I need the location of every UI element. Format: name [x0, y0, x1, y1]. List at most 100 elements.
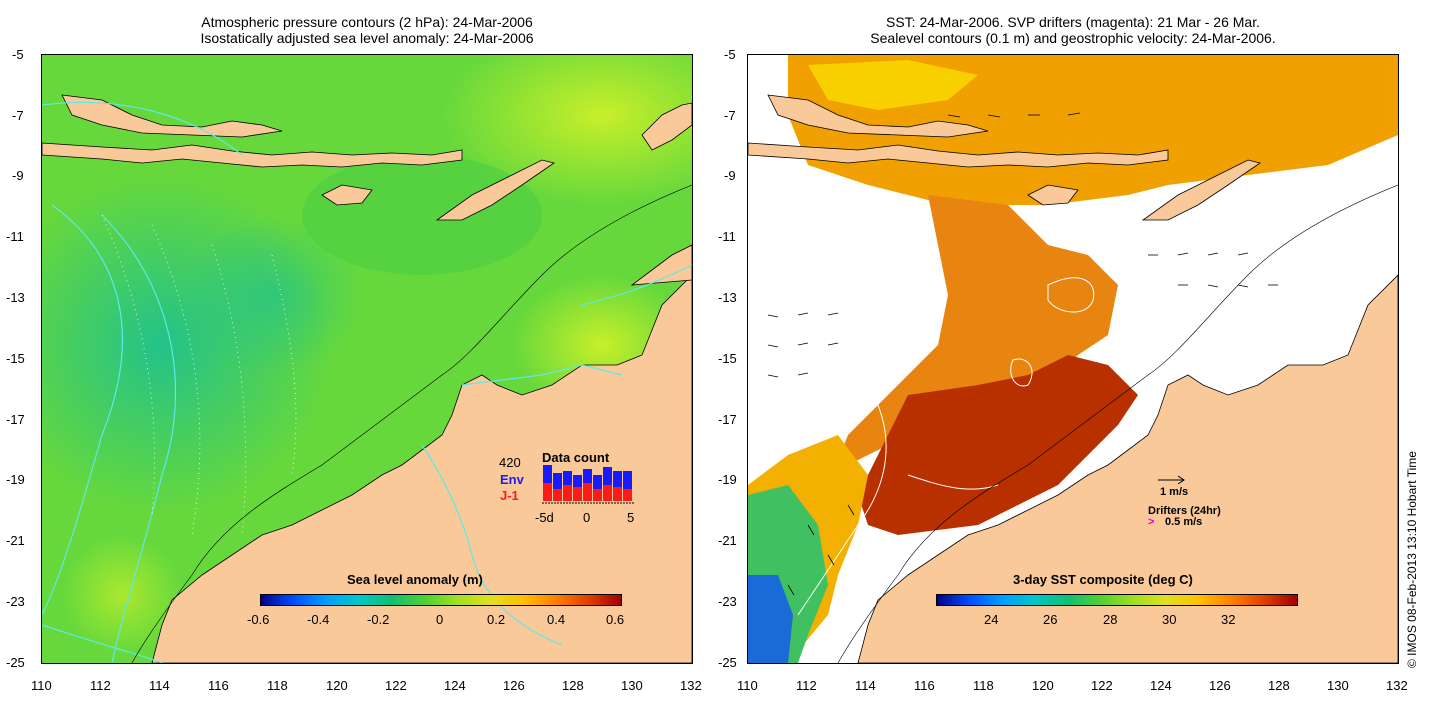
pressure-contours	[42, 101, 692, 663]
right-x-tick: 124	[1150, 678, 1172, 693]
left-map-frame	[41, 54, 693, 664]
left-cb-tick: -0.4	[307, 612, 330, 627]
right-cb-tick: 26	[1043, 612, 1058, 627]
left-map: Data count 420 Env J-1	[42, 55, 692, 663]
timor-island-right	[1141, 159, 1261, 221]
left-map-svg	[42, 55, 692, 663]
sumba-island-right	[1027, 184, 1079, 206]
right-cb-tick: 30	[1162, 612, 1177, 627]
right-x-tick: 120	[1032, 678, 1054, 693]
right-map-frame	[747, 54, 1399, 664]
lesser-sunda-chain-right	[748, 142, 1169, 168]
right-colorbar	[936, 594, 1298, 606]
left-cb-tick: 0.2	[487, 612, 506, 627]
right-x-tick: 128	[1268, 678, 1290, 693]
data-count-title: Data count	[542, 450, 610, 465]
left-cb-tick: -0.2	[367, 612, 390, 627]
right-x-tick: 118	[973, 678, 994, 693]
copyright-text: © IMOS 08-Feb-2013 13:10 Hobart Time	[1405, 451, 1419, 668]
right-x-tick: 112	[796, 678, 817, 693]
left-y-tick: -23	[6, 594, 25, 609]
lesser-sunda-chain	[42, 142, 463, 168]
right-x-tick: 126	[1209, 678, 1231, 693]
right-y-tick: -23	[718, 594, 737, 609]
australia-land-right	[857, 274, 1398, 663]
left-x-tick: 112	[90, 678, 111, 693]
right-title: SST: 24-Mar-2006. SVP drifters (magenta)…	[748, 14, 1398, 46]
left-y-tick: -9	[12, 168, 24, 183]
right-y-tick: -25	[718, 655, 737, 670]
sealevel-contours	[797, 277, 1095, 616]
drifters-marker: >	[1148, 516, 1155, 528]
data-count-bars	[542, 465, 634, 504]
drifters-scale: 0.5 m/s	[1165, 516, 1203, 528]
anomaly-blob-low-mid	[182, 215, 362, 375]
left-x-tick: 110	[31, 678, 52, 693]
right-map: 1 m/s Drifters (24hr) > 0.5 m/s 3-day SS…	[748, 55, 1398, 663]
right-y-tick: -5	[724, 47, 736, 62]
left-cb-tick: 0.4	[547, 612, 566, 627]
data-count-inset: Data count 420 Env J-1	[497, 450, 647, 540]
velocity-scale-arrow	[1158, 475, 1185, 485]
left-y-tick: -15	[6, 351, 25, 366]
left-y-tick: -21	[6, 533, 25, 548]
inset-tick-zero: 0	[583, 510, 591, 525]
right-cb-tick: 28	[1103, 612, 1118, 627]
left-x-tick: 128	[562, 678, 584, 693]
anomaly-blob-high-sw	[62, 535, 182, 655]
right-x-tick: 110	[737, 678, 758, 693]
right-map-svg	[748, 55, 1398, 663]
right-y-tick: -7	[724, 108, 736, 123]
left-title-line1: Atmospheric pressure contours (2 hPa): 2…	[201, 14, 533, 30]
velocity-arrows	[767, 112, 1278, 596]
left-x-tick: 132	[680, 678, 702, 693]
right-x-tick: 130	[1327, 678, 1349, 693]
left-y-tick: -25	[6, 655, 25, 670]
left-colorbar-title: Sea level anomaly (m)	[347, 572, 483, 587]
left-x-tick: 118	[267, 678, 288, 693]
sst-north-bright	[808, 60, 978, 110]
left-x-tick: 114	[149, 678, 170, 693]
right-y-tick: -11	[718, 229, 736, 244]
shelf-contour-right	[837, 184, 1398, 663]
sst-hot-core	[858, 355, 1138, 535]
right-title-line1: SST: 24-Mar-2006. SVP drifters (magenta)…	[885, 14, 1260, 30]
java-coast-right	[767, 94, 989, 138]
inset-tick-pos: 5	[627, 510, 635, 525]
left-x-tick: 116	[208, 678, 229, 693]
right-x-tick: 116	[914, 678, 935, 693]
left-x-tick: 120	[326, 678, 348, 693]
data-count-value: 420	[499, 455, 521, 470]
sst-south-blue	[748, 575, 793, 663]
left-y-tick: -13	[6, 290, 25, 305]
java-coast	[61, 94, 283, 138]
australia-land	[151, 274, 692, 663]
right-y-tick: -15	[718, 351, 737, 366]
sumba-island	[321, 184, 373, 206]
left-cb-tick: 0.6	[606, 612, 625, 627]
right-colorbar-title: 3-day SST composite (deg C)	[1013, 572, 1193, 587]
anomaly-blob-high-east	[442, 55, 692, 205]
left-y-tick: -17	[6, 412, 25, 427]
cape-land	[630, 244, 692, 286]
inset-tick-neg: -5d	[535, 510, 554, 525]
left-title: Atmospheric pressure contours (2 hPa): 2…	[42, 14, 692, 46]
left-x-tick: 122	[385, 678, 407, 693]
left-x-tick: 130	[621, 678, 643, 693]
anomaly-blob-green-center	[302, 155, 542, 275]
right-y-tick: -13	[718, 290, 737, 305]
right-title-line2: Sealevel contours (0.1 m) and geostrophi…	[870, 30, 1276, 46]
timor-island	[435, 159, 555, 221]
dotted-contours	[101, 214, 297, 536]
north-islands	[641, 102, 692, 151]
left-cb-tick: 0	[436, 612, 444, 627]
right-x-tick: 114	[855, 678, 876, 693]
right-y-tick: -21	[718, 533, 737, 548]
right-x-tick: 132	[1386, 678, 1408, 693]
right-y-tick: -19	[718, 472, 737, 487]
left-cb-tick: -0.6	[247, 612, 270, 627]
left-y-tick: -5	[12, 47, 24, 62]
data-count-j1: J-1	[500, 488, 519, 503]
left-title-line2: Isostatically adjusted sea level anomaly…	[200, 30, 534, 46]
left-x-tick: 124	[444, 678, 466, 693]
